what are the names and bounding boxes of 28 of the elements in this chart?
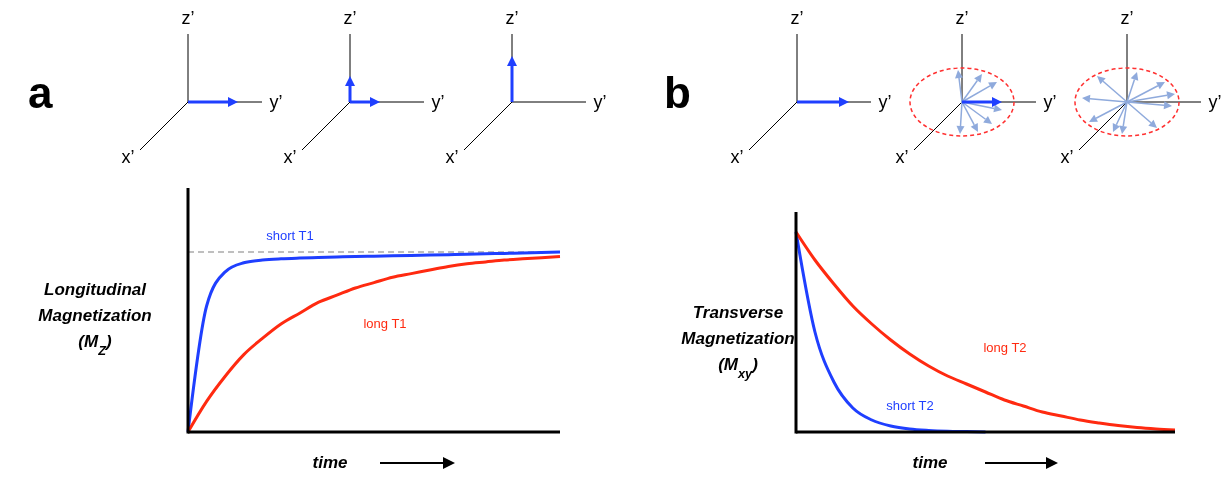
chart-title: a <box>28 68 53 117</box>
chart-title: b <box>664 68 691 117</box>
text: z’ <box>181 8 195 28</box>
text: z’ <box>1120 8 1134 28</box>
text: long T1 <box>363 316 407 331</box>
series-label: short T2 <box>886 398 934 413</box>
text: z’ <box>790 8 804 28</box>
text: x’ <box>445 147 459 167</box>
text: y’ <box>431 92 445 112</box>
text: y’ <box>878 92 892 112</box>
x-axis-title: time <box>312 453 348 472</box>
text: y’ <box>269 92 283 112</box>
x-axis-title: time <box>912 453 948 472</box>
text: y’ <box>1043 92 1057 112</box>
text: z’ <box>505 8 519 28</box>
y-axis-title: Longitudinal Magnetization (M$_{Z}$) <box>38 280 152 358</box>
text: x’ <box>1060 147 1074 167</box>
y-axis-title: Transverse Magnetization (M$_{xy}$) <box>681 303 795 381</box>
text: z’ <box>343 8 357 28</box>
text: y’ <box>1208 92 1222 112</box>
text: long T2 <box>983 340 1027 355</box>
text: x’ <box>895 147 909 167</box>
text: x’ <box>730 147 744 167</box>
text: x’ <box>121 147 135 167</box>
text: x’ <box>283 147 297 167</box>
series-label: short T1 <box>266 228 314 243</box>
text: y’ <box>593 92 607 112</box>
text: z’ <box>955 8 969 28</box>
